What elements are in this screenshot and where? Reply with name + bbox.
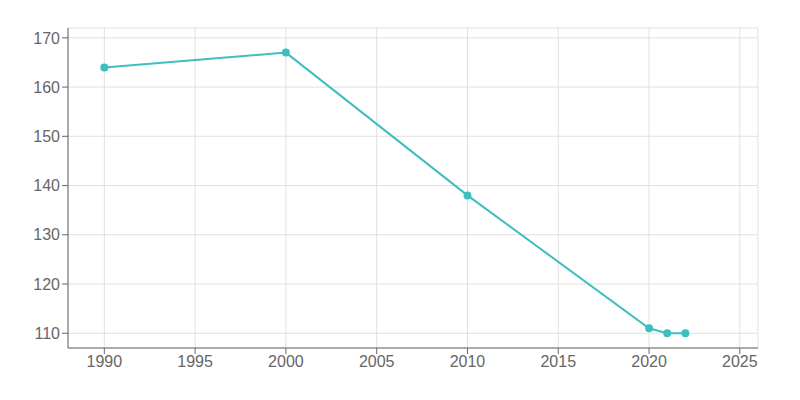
- svg-text:2025: 2025: [722, 353, 758, 370]
- svg-text:2015: 2015: [540, 353, 576, 370]
- svg-text:160: 160: [33, 79, 60, 96]
- svg-text:1995: 1995: [177, 353, 213, 370]
- svg-text:2010: 2010: [450, 353, 486, 370]
- svg-text:1990: 1990: [87, 353, 123, 370]
- svg-text:150: 150: [33, 128, 60, 145]
- svg-text:2000: 2000: [268, 353, 304, 370]
- svg-text:140: 140: [33, 177, 60, 194]
- svg-text:110: 110: [34, 325, 60, 342]
- svg-text:170: 170: [33, 30, 60, 47]
- svg-text:130: 130: [33, 226, 60, 243]
- svg-text:2020: 2020: [631, 353, 667, 370]
- svg-text:2005: 2005: [359, 353, 395, 370]
- svg-text:120: 120: [33, 276, 60, 293]
